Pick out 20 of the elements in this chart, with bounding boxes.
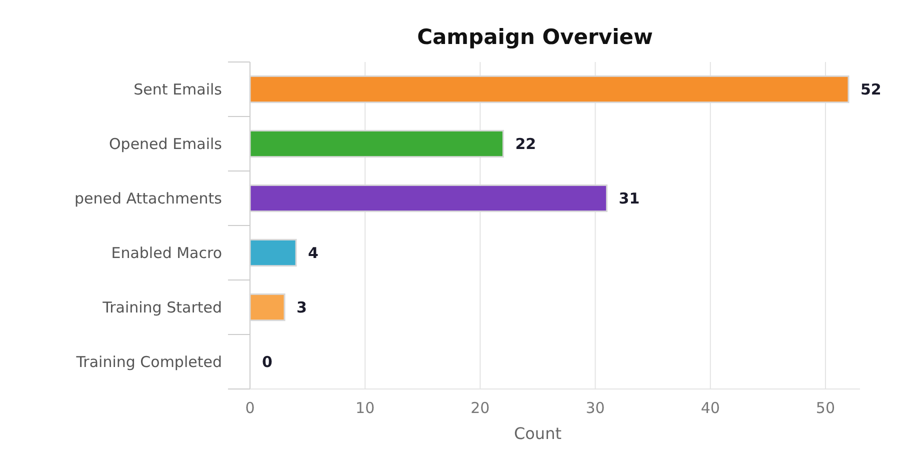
- x-tick-label: 10: [356, 399, 375, 417]
- y-tick-label: Enabled Macro: [111, 244, 222, 262]
- y-tick-label: Training Started: [102, 298, 222, 316]
- x-tick-label: 50: [816, 399, 836, 417]
- x-tick-label: 0: [245, 399, 255, 417]
- data-label: 0: [262, 353, 272, 371]
- x-axis-title: Count: [514, 424, 562, 443]
- data-label: 22: [515, 135, 536, 153]
- y-tick-label: Sent Emails: [134, 80, 222, 98]
- data-label: 3: [296, 298, 307, 316]
- x-tick-label: 30: [586, 399, 605, 417]
- x-tick-label: 40: [700, 399, 720, 417]
- data-label: 4: [308, 244, 318, 262]
- y-tick-label: Opened Emails: [108, 135, 222, 153]
- y-tick-label: pened Attachments: [74, 190, 222, 208]
- y-tick-label: Training Completed: [75, 353, 222, 371]
- data-label: 31: [618, 190, 640, 208]
- x-tick-label: 20: [470, 399, 490, 417]
- chart-title: Campaign Overview: [417, 25, 653, 49]
- data-label: 52: [860, 80, 882, 98]
